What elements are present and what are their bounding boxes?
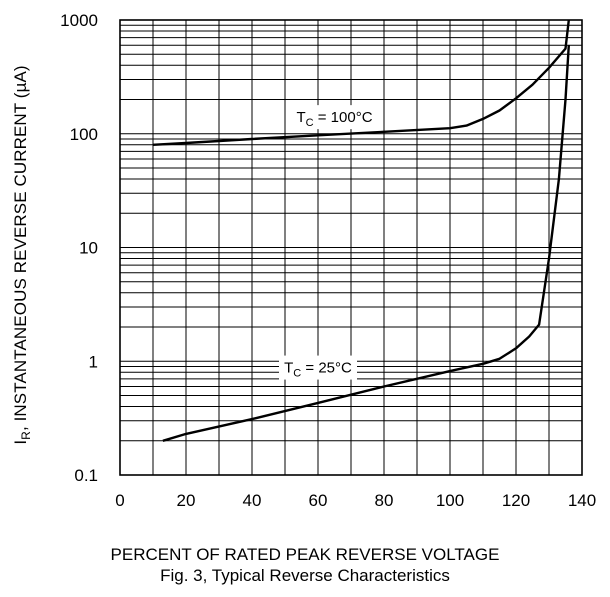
figure-caption: Fig. 3, Typical Reverse Characteristics [160,566,450,585]
x-tick-label: 60 [309,491,328,510]
series-label-text: TC = 25°C [284,360,352,380]
y-axis-label-wrap: IR, INSTANTANEOUS REVERSE CURRENT (µA) [0,0,40,520]
x-tick-labels: 0 20 40 60 80 100 120 140 [115,491,596,510]
series-line-tc-100c [152,19,570,146]
y-tick-label: 0.1 [74,466,98,485]
y-tick-label: 1000 [60,11,98,30]
grid-lines [120,20,582,475]
y-tick-label: 1 [89,352,98,371]
series-label-tc-100c: TC = 100°C [291,105,378,130]
x-tick-label: 20 [177,491,196,510]
x-tick-label: 140 [568,491,596,510]
series-label-tc-25c: TC = 25°C [279,355,357,380]
series-label-bg [291,105,378,130]
x-tick-label: 100 [436,491,464,510]
y-tick-label: 100 [70,125,98,144]
x-tick-label: 120 [502,491,530,510]
series-label-bg [279,355,357,380]
y-axis-label: IR, INSTANTANEOUS REVERSE CURRENT (µA) [10,65,34,445]
y-tick-labels: 0.1 1 10 100 1000 [60,11,98,485]
y-tick-label: 10 [79,239,98,258]
x-tick-label: 80 [375,491,394,510]
x-axis-label: PERCENT OF RATED PEAK REVERSE VOLTAGE [110,545,500,564]
plot-frame [119,19,583,476]
series-label-text: TC = 100°C [296,109,372,129]
series-lines [152,19,570,442]
x-tick-label: 40 [243,491,262,510]
series-line-tc-25c [162,45,570,442]
series-labels: TC = 100°C TC = 25°C [279,105,378,380]
x-tick-label: 0 [115,491,124,510]
